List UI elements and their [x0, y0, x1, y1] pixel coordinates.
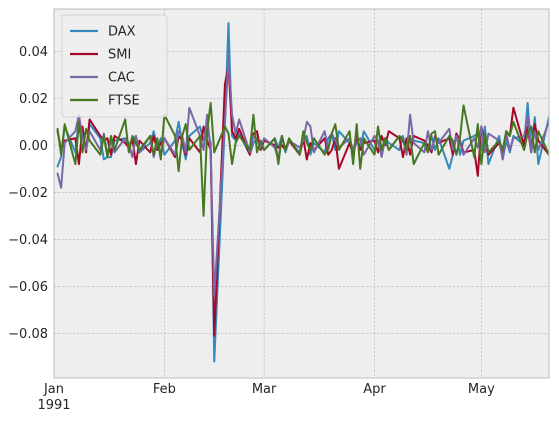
y-tick-label: −0.04: [8, 233, 48, 248]
legend-label: SMI: [108, 48, 131, 63]
x-tick-label: Jan: [43, 382, 64, 397]
x-tick-sublabel: 1991: [37, 398, 70, 413]
y-tick-label: −0.08: [8, 327, 48, 342]
legend-box: [61, 14, 168, 118]
legend-label: DAX: [108, 25, 136, 40]
x-tick-label: Feb: [153, 382, 176, 397]
legend-label: CAC: [108, 71, 135, 86]
series-line-cac: [56, 55, 549, 297]
y-tick-label: 0.02: [19, 92, 48, 107]
series-layer: [56, 22, 549, 363]
x-tick-label: Apr: [363, 382, 386, 397]
y-tick-label: 0.00: [19, 139, 48, 154]
legend-label: FTSE: [108, 94, 140, 109]
plot-frame: [53, 8, 550, 379]
y-axis: 0.04 0.02 0.00 −0.02 −0.04 −0.06 −0.08: [8, 45, 48, 342]
x-tick-label: Mar: [252, 382, 277, 397]
y-tick-label: −0.06: [8, 280, 48, 295]
series-line-ftse: [56, 102, 549, 217]
legend: DAX SMI CAC FTSE: [61, 14, 168, 118]
y-tick-label: 0.04: [19, 45, 48, 60]
x-tick-label: May: [468, 382, 495, 397]
y-tick-label: −0.02: [8, 186, 48, 201]
